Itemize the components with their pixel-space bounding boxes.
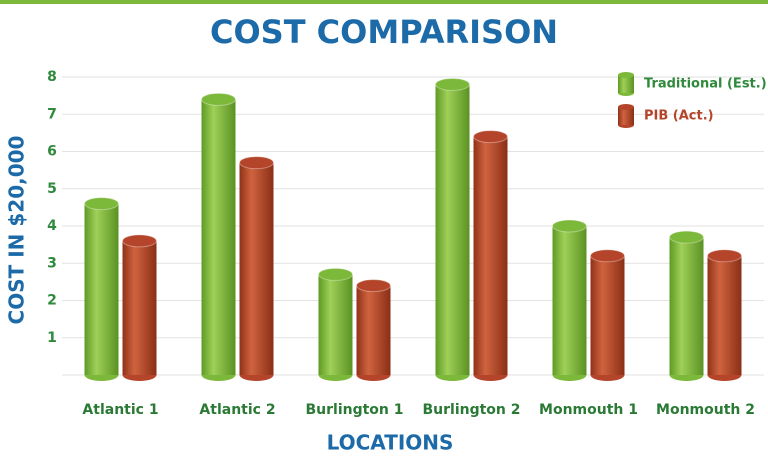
bar [552,226,587,375]
bar [435,84,470,375]
bar-top [435,77,470,91]
y-tick-label: 6 [47,144,57,160]
bar [707,255,742,375]
y-tick-label: 1 [47,330,57,346]
legend-swatch-top [618,104,634,110]
y-tick-label: 7 [47,106,57,122]
bar [473,136,508,375]
bar [590,255,625,375]
bar-top [473,130,508,144]
y-tick-label: 4 [47,218,57,234]
bar-top [84,197,119,211]
bar-top [707,249,742,263]
x-tick-label: Burlington 2 [422,402,520,418]
bar-top [122,234,157,248]
x-tick-label: Atlantic 2 [199,402,275,418]
bar-top [201,92,236,106]
bar [356,285,391,375]
legend-label: Traditional (Est.) [644,77,767,92]
legend-swatch [618,75,634,93]
bar [84,203,119,375]
chart-title: COST COMPARISON [210,13,558,51]
x-axis-label: LOCATIONS [327,431,454,455]
top-border [0,0,768,4]
bar-top [552,219,587,233]
bar [122,240,157,375]
y-tick-label: 5 [47,181,57,197]
bar-top [356,279,391,293]
x-tick-label: Monmouth 2 [656,402,755,418]
x-tick-label: Burlington 1 [305,402,403,418]
bar [239,162,274,375]
bar [669,237,704,375]
bar [318,274,353,375]
y-tick-label: 3 [47,255,57,271]
legend-swatch [618,107,634,125]
legend-label: PIB (Act.) [644,109,714,124]
bar [201,99,236,375]
bar-top [318,267,353,281]
legend-swatch-top [618,72,634,78]
bar-top [239,156,274,170]
x-tick-label: Atlantic 1 [82,402,158,418]
y-tick-label: 8 [47,69,57,85]
bar-top [590,249,625,263]
y-tick-label: 2 [47,293,57,309]
x-tick-label: Monmouth 1 [539,402,638,418]
bar-top [669,230,704,244]
y-axis-label: COST IN $20,000 [5,136,29,325]
